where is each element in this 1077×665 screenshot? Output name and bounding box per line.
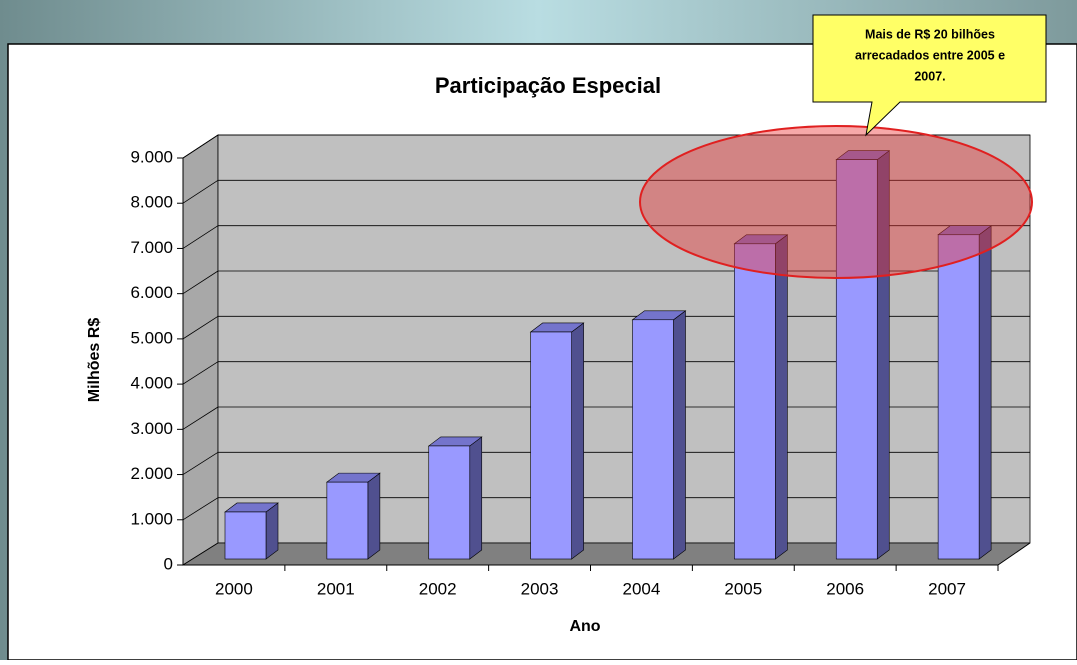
grid-line (182, 542, 219, 566)
bar-side (469, 436, 483, 560)
x-tick-label: 2007 (928, 579, 966, 598)
x-axis-label: Ano (569, 618, 600, 635)
highlight-ellipse (639, 125, 1033, 279)
grid-line (182, 134, 219, 159)
bar (224, 511, 267, 560)
y-tick-label: 4.000 (130, 374, 173, 393)
x-tick-label: 2001 (317, 579, 355, 598)
y-tick-label: 6.000 (130, 283, 173, 302)
bar (835, 159, 878, 560)
callout-text: 2007. (914, 69, 945, 83)
x-tick-label: 2004 (623, 579, 661, 598)
y-tick-label: 5.000 (130, 328, 173, 347)
y-tick-label: 9.000 (130, 147, 173, 166)
bar (428, 445, 471, 560)
y-tick-label: 2.000 (130, 464, 173, 483)
y-tick-label: 0 (164, 554, 173, 573)
chart-title: Participação Especial (435, 73, 661, 98)
grid-line (182, 315, 219, 340)
bar-side (775, 234, 788, 560)
grid-line (182, 497, 219, 521)
x-tick-label: 2002 (419, 579, 457, 598)
bar-side (978, 225, 992, 560)
grid-line (182, 406, 219, 430)
bar (734, 243, 776, 560)
y-tick-label: 8.000 (130, 193, 173, 212)
bar (326, 481, 369, 560)
bar-side (673, 310, 686, 560)
x-tick-label: 2005 (724, 579, 762, 598)
bar (937, 234, 980, 560)
grid-line (182, 451, 219, 475)
grid-line (182, 225, 219, 249)
y-axis-label: Milhões R$ (86, 318, 103, 403)
callout-text: Mais de R$ 20 bilhões (865, 27, 995, 41)
callout (812, 14, 1047, 137)
y-tick-label: 3.000 (130, 419, 173, 438)
y-tick-label: 1.000 (130, 509, 173, 528)
bar-side (571, 322, 584, 560)
bar-side (265, 502, 279, 560)
y-tick-label: 7.000 (130, 238, 173, 257)
floor-edge (997, 542, 1031, 566)
x-tick-label: 2006 (826, 579, 864, 598)
bar-side (367, 472, 381, 560)
x-tick-label: 2003 (521, 579, 559, 598)
grid-line (182, 361, 219, 385)
bar (530, 331, 572, 560)
callout-text: arrecadados entre 2005 e (855, 48, 1005, 62)
x-tick-label: 2000 (215, 579, 253, 598)
grid-line (182, 179, 219, 204)
floor (183, 543, 1030, 565)
grid-line (182, 270, 219, 295)
bar (632, 319, 674, 560)
